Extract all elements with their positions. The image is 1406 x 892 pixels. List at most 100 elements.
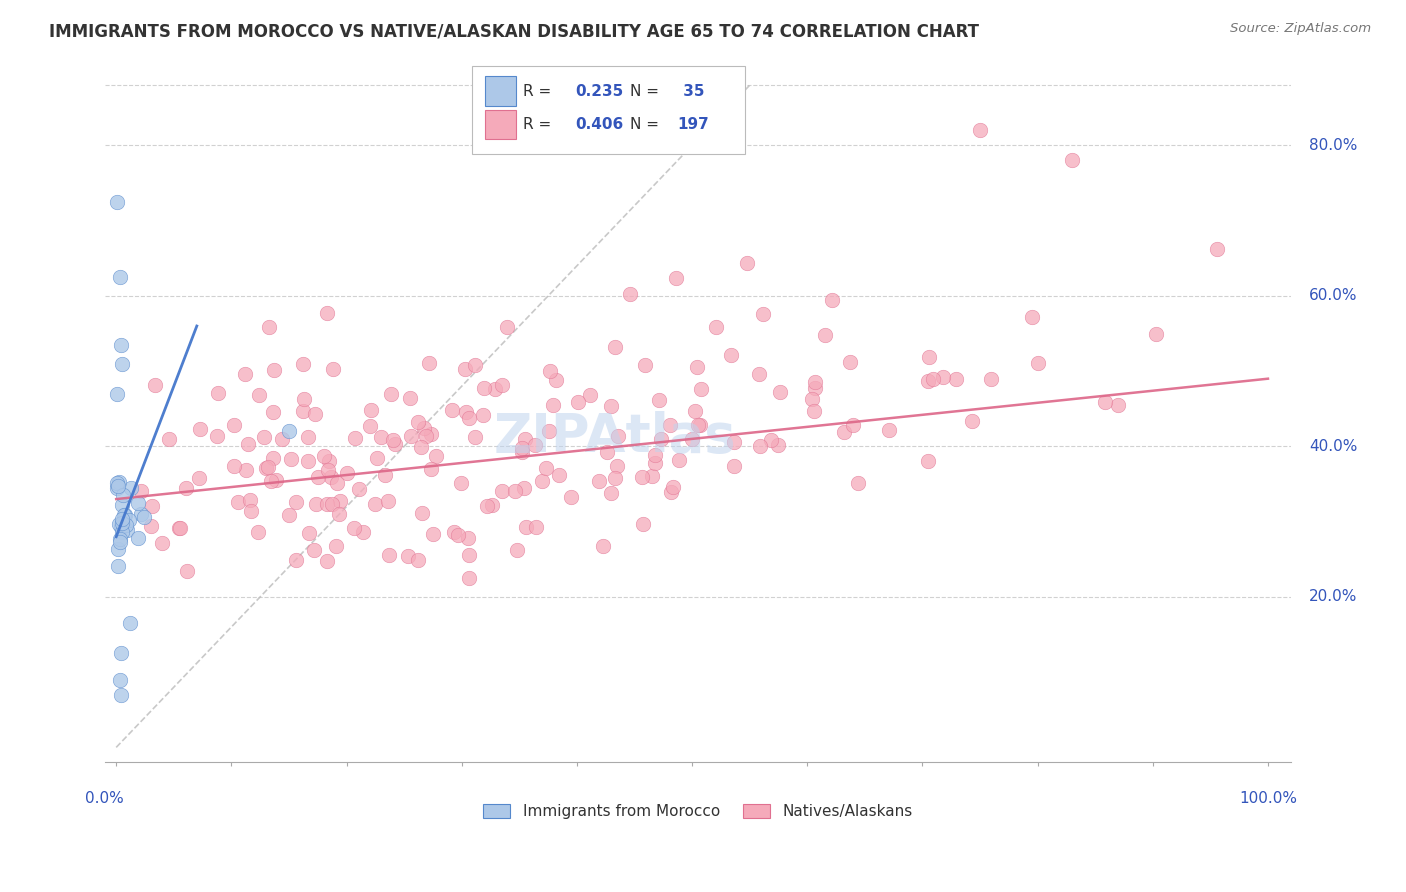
Point <box>382 433 405 447</box>
Point <box>302 543 325 558</box>
Point <box>665 271 688 285</box>
Point <box>107 558 129 573</box>
Point <box>631 516 654 531</box>
Point <box>411 441 433 455</box>
Point <box>641 469 664 483</box>
Point <box>607 429 630 443</box>
Point <box>644 448 666 462</box>
Point <box>917 374 939 388</box>
Point <box>150 536 173 550</box>
Point <box>110 338 132 352</box>
Point <box>291 357 314 371</box>
Point <box>360 403 382 417</box>
Point <box>534 461 557 475</box>
Point <box>752 307 775 321</box>
Point <box>110 535 132 549</box>
Text: 40.0%: 40.0% <box>1309 439 1357 454</box>
Point <box>222 459 245 474</box>
Point <box>447 528 470 542</box>
Point <box>848 476 870 491</box>
Point <box>115 518 138 533</box>
Text: 0.235: 0.235 <box>575 84 624 99</box>
Point <box>321 497 343 511</box>
Point <box>596 445 619 459</box>
Point <box>329 494 352 508</box>
Text: 35: 35 <box>678 84 704 99</box>
Point <box>396 549 419 563</box>
Point <box>1205 242 1227 256</box>
Point <box>105 386 128 401</box>
Point <box>768 438 790 452</box>
Point <box>259 474 281 488</box>
Point <box>315 554 337 568</box>
Point <box>600 486 623 500</box>
Point <box>538 424 561 438</box>
Point <box>298 525 321 540</box>
Point <box>803 375 825 389</box>
Point <box>399 429 422 443</box>
Point <box>285 495 308 509</box>
Point <box>110 520 132 534</box>
Point <box>111 516 134 530</box>
Point <box>491 483 513 498</box>
Point <box>748 368 770 382</box>
Point <box>683 404 706 418</box>
Point <box>359 419 381 434</box>
Point <box>1107 398 1129 412</box>
Point <box>271 433 294 447</box>
Point <box>406 415 429 429</box>
Point <box>222 418 245 433</box>
Legend: Immigrants from Morocco, Natives/Alaskans: Immigrants from Morocco, Natives/Alaskan… <box>477 798 920 825</box>
Point <box>316 306 339 320</box>
Point <box>814 327 837 342</box>
Point <box>472 408 495 422</box>
Point <box>347 483 370 497</box>
Point <box>704 320 727 334</box>
Point <box>240 504 263 518</box>
Point <box>235 462 257 476</box>
Point <box>277 508 299 522</box>
Point <box>419 427 441 442</box>
Point <box>107 542 129 557</box>
Point <box>659 484 682 499</box>
Point <box>352 524 374 539</box>
Point <box>457 410 479 425</box>
FancyBboxPatch shape <box>472 66 745 154</box>
Point <box>343 431 366 445</box>
Point <box>108 673 131 687</box>
Point <box>689 418 711 433</box>
Point <box>457 571 479 585</box>
Point <box>969 123 991 137</box>
Point <box>246 525 269 540</box>
Point <box>513 481 536 495</box>
Point <box>922 372 945 386</box>
Point <box>257 460 280 475</box>
Point <box>690 382 713 396</box>
Point <box>233 367 256 381</box>
Point <box>723 434 745 449</box>
Point <box>735 255 758 269</box>
Point <box>115 523 138 537</box>
Point <box>378 548 401 562</box>
Point <box>650 432 672 446</box>
Point <box>207 385 229 400</box>
Point <box>605 340 627 354</box>
Point <box>484 382 506 396</box>
Point <box>686 359 709 374</box>
Point <box>1144 326 1167 341</box>
Point <box>588 475 610 489</box>
Point <box>411 506 433 520</box>
Point <box>408 552 430 566</box>
Point <box>475 499 498 513</box>
Point <box>1094 395 1116 409</box>
Point <box>262 405 284 419</box>
Point <box>312 449 335 463</box>
Point <box>1021 310 1043 325</box>
Point <box>157 432 180 446</box>
Point <box>326 476 349 491</box>
Point <box>108 270 131 285</box>
Point <box>307 470 329 484</box>
Point <box>188 422 211 436</box>
Point <box>343 521 366 535</box>
Point <box>315 497 337 511</box>
